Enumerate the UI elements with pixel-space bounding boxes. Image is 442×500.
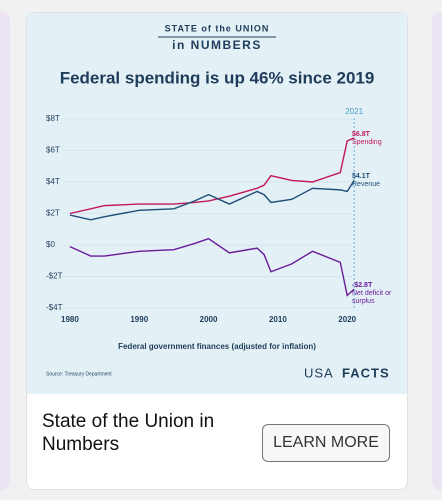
- prev-card: [0, 12, 10, 490]
- end-value-label: -$2.8T: [352, 282, 373, 290]
- chart-background: [27, 13, 407, 394]
- card-title: State of the Union in Numbers: [42, 411, 215, 455]
- y-tick-label: -$4T: [46, 303, 63, 312]
- legend-entry: Spending: [352, 138, 382, 146]
- y-tick-label: $4T: [46, 177, 60, 186]
- y-tick-label: $6T: [46, 146, 60, 155]
- kicker-bottom: in NUMBERS: [172, 38, 262, 52]
- source: Source: Treasury Department: [46, 371, 112, 377]
- end-value-label: $4.1T: [352, 173, 370, 181]
- x-tick-label: 1990: [130, 315, 148, 324]
- marker-label: 2021: [345, 107, 363, 116]
- series-label: -$2.8T Net deficit or surplus: [352, 282, 398, 306]
- learn-more-button[interactable]: LEARN MORE: [262, 424, 390, 462]
- x-tick-label: 2020: [338, 315, 356, 324]
- chart-title: Federal spending is up 46% since 2019: [60, 68, 375, 87]
- next-card: [432, 12, 442, 490]
- y-tick-label: $2T: [46, 209, 60, 218]
- x-tick-label: 2000: [200, 315, 218, 324]
- series-label: $4.1T Revenue: [352, 173, 398, 189]
- x-tick-label: 1980: [61, 315, 79, 324]
- series-line: [69, 180, 355, 221]
- legend-entry: Revenue: [352, 181, 381, 189]
- series-line: [69, 137, 355, 215]
- y-tick-label: -$2T: [46, 272, 63, 281]
- series-line: [69, 237, 355, 297]
- x-axis-label: Federal government finances (adjusted fo…: [118, 342, 316, 351]
- legend-entry: Net deficit or surplus: [352, 290, 392, 306]
- logo-facts: FACTS: [342, 365, 390, 380]
- logo-usa: USA: [304, 365, 334, 380]
- y-tick-label: $0: [46, 240, 55, 249]
- x-tick-label: 2010: [269, 315, 287, 324]
- series-label: $6.8T Spending: [352, 131, 398, 147]
- chart: STATE of the UNION in NUMBERS Federal sp…: [27, 13, 407, 394]
- kicker-top: STATE of the UNION: [165, 23, 270, 33]
- end-value-label: $6.8T: [352, 130, 370, 138]
- y-tick-label: $8T: [46, 114, 60, 123]
